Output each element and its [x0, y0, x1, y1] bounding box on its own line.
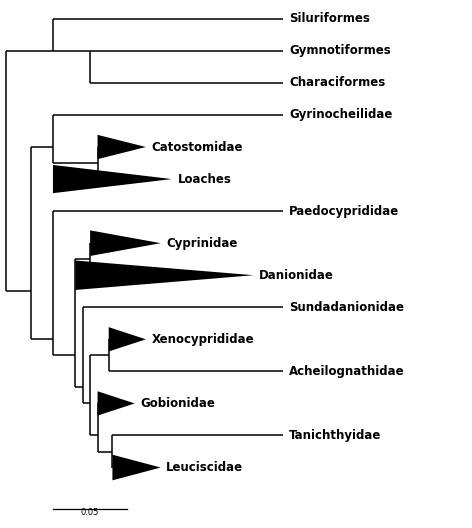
Text: Leuciscidae: Leuciscidae	[166, 461, 244, 474]
Text: Tanichthyidae: Tanichthyidae	[289, 429, 381, 442]
Text: Gymnotiformes: Gymnotiformes	[289, 44, 391, 58]
Text: Xenocyprididae: Xenocyprididae	[152, 333, 254, 346]
Polygon shape	[98, 135, 146, 159]
Text: Paedocyprididae: Paedocyprididae	[289, 205, 399, 218]
Polygon shape	[90, 230, 161, 256]
Text: Cyprinidae: Cyprinidae	[166, 237, 238, 250]
Text: Siluriformes: Siluriformes	[289, 12, 370, 25]
Text: 0.05: 0.05	[81, 508, 99, 517]
Polygon shape	[112, 455, 161, 480]
Polygon shape	[109, 327, 146, 352]
Text: Characiformes: Characiformes	[289, 77, 385, 89]
Text: Sundadanionidae: Sundadanionidae	[289, 301, 404, 314]
Text: Catostomidae: Catostomidae	[152, 140, 243, 154]
Polygon shape	[98, 391, 135, 416]
Text: Loaches: Loaches	[177, 173, 231, 185]
Text: Gobionidae: Gobionidae	[140, 397, 215, 410]
Text: Gyrinocheilidae: Gyrinocheilidae	[289, 108, 392, 121]
Polygon shape	[53, 165, 172, 193]
Polygon shape	[75, 260, 253, 290]
Text: Acheilognathidae: Acheilognathidae	[289, 365, 405, 378]
Text: Danionidae: Danionidae	[259, 269, 334, 282]
